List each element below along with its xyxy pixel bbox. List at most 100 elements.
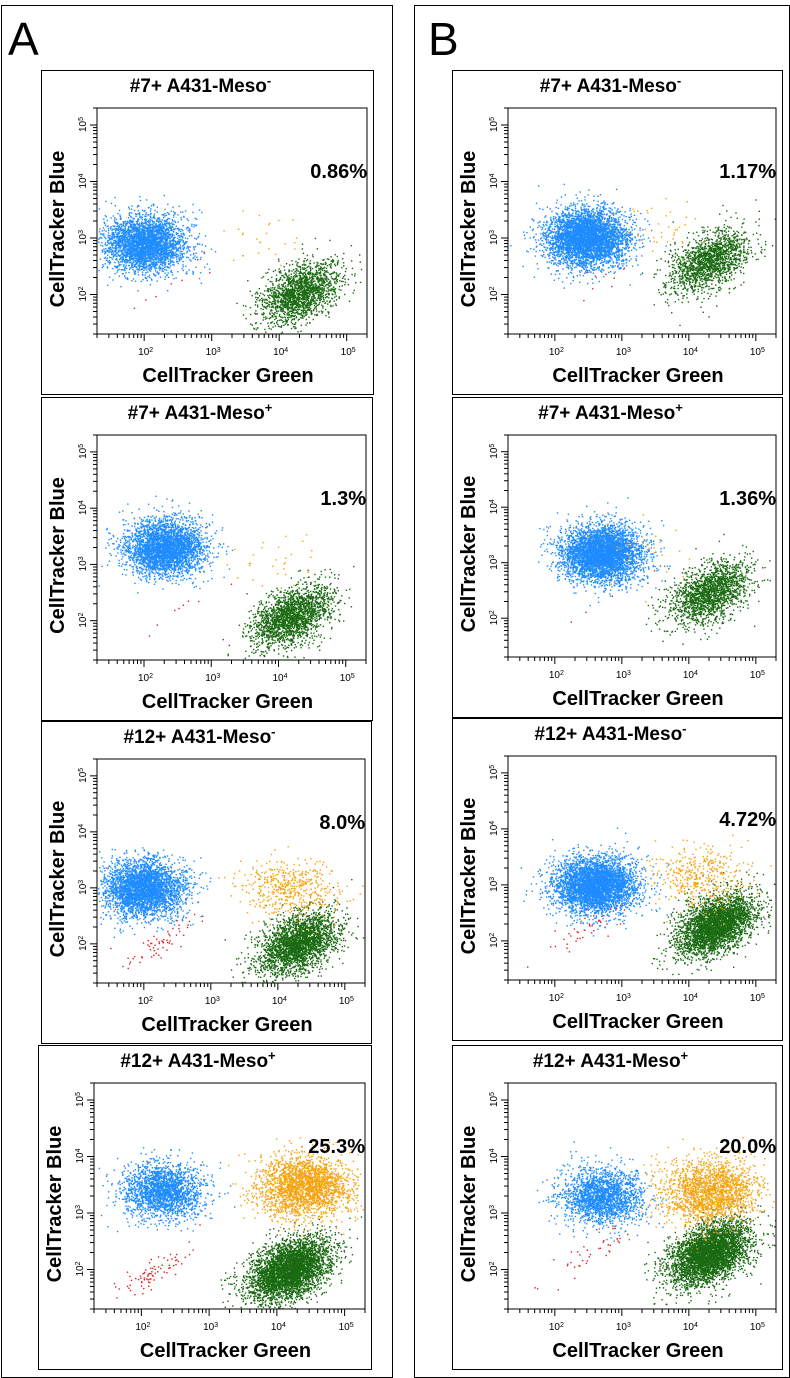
data-point: [293, 318, 295, 321]
data-point: [331, 288, 333, 290]
data-point: [165, 228, 167, 230]
data-point: [172, 263, 174, 266]
data-point: [141, 271, 144, 273]
data-point: [147, 276, 149, 278]
data-point: [294, 300, 296, 303]
data-point: [272, 284, 274, 286]
data-point: [196, 256, 198, 258]
data-point: [145, 224, 147, 226]
data-point: [115, 241, 117, 243]
data-point: [131, 205, 133, 207]
data-point: [295, 280, 297, 283]
data-point: [169, 241, 171, 243]
data-point: [173, 243, 175, 246]
data-point: [258, 214, 261, 217]
data-point: [152, 237, 155, 239]
data-point: [111, 232, 114, 234]
data-point: [142, 266, 144, 268]
data-point: [166, 221, 168, 223]
data-point: [129, 267, 131, 269]
data-point: [137, 223, 140, 226]
data-point: [134, 227, 136, 230]
data-point: [160, 267, 162, 270]
data-point: [309, 286, 311, 289]
data-point: [168, 260, 170, 262]
data-point: [192, 273, 194, 275]
data-point: [183, 243, 186, 245]
data-point: [333, 300, 335, 302]
data-point: [158, 272, 160, 274]
data-point: [159, 267, 161, 269]
data-point: [295, 306, 298, 309]
data-point: [301, 281, 303, 284]
data-point: [148, 226, 150, 228]
data-point: [326, 258, 329, 260]
data-point: [145, 199, 148, 201]
data-point: [193, 248, 196, 251]
data-point: [307, 287, 309, 289]
data-point: [154, 217, 156, 220]
data-point: [296, 268, 298, 271]
data-point: [268, 296, 270, 298]
data-point: [104, 263, 106, 265]
data-point: [143, 247, 146, 249]
data-point: [341, 285, 343, 287]
data-point: [156, 280, 158, 282]
data-point: [116, 243, 118, 245]
data-point: [310, 310, 312, 312]
data-point: [182, 266, 184, 268]
data-point: [170, 233, 172, 236]
data-point: [276, 300, 279, 302]
data-point: [127, 236, 129, 238]
data-point: [157, 256, 159, 258]
data-point: [162, 227, 164, 229]
data-point: [297, 301, 300, 303]
data-point: [118, 238, 120, 240]
data-point: [118, 268, 120, 271]
data-point: [117, 245, 120, 248]
data-point: [320, 278, 322, 280]
data-point: [181, 254, 184, 256]
data-point: [297, 319, 299, 321]
data-point: [161, 219, 163, 221]
data-point: [149, 252, 151, 254]
data-point: [277, 279, 280, 282]
data-point: [255, 322, 257, 324]
data-point: [135, 235, 137, 238]
data-point: [304, 280, 307, 283]
data-point: [140, 240, 142, 242]
data-point: [295, 301, 298, 304]
data-point: [284, 288, 286, 290]
data-point: [293, 301, 295, 304]
data-point: [288, 270, 291, 272]
data-point: [294, 288, 296, 290]
data-point: [136, 254, 138, 257]
data-point: [316, 286, 319, 288]
data-point: [124, 236, 126, 239]
data-point: [264, 316, 267, 318]
data-point: [309, 260, 312, 262]
data-point: [294, 323, 296, 325]
data-point: [131, 245, 133, 247]
data-point: [134, 227, 137, 229]
data-point: [271, 306, 273, 308]
data-point: [159, 225, 161, 227]
data-point: [177, 241, 180, 243]
data-point: [114, 196, 116, 199]
data-point: [297, 285, 300, 287]
data-point: [119, 244, 121, 246]
data-point: [274, 303, 277, 305]
data-point: [360, 268, 363, 271]
data-point: [305, 273, 307, 275]
data-point: [186, 218, 188, 220]
data-point: [136, 246, 139, 249]
data-point: [304, 277, 307, 279]
data-point: [291, 286, 294, 288]
data-point: [285, 291, 287, 293]
data-point: [132, 249, 134, 252]
data-point: [139, 233, 141, 236]
data-point: [164, 278, 166, 281]
data-point: [149, 230, 151, 232]
data-point: [152, 252, 154, 255]
data-point: [280, 264, 282, 267]
